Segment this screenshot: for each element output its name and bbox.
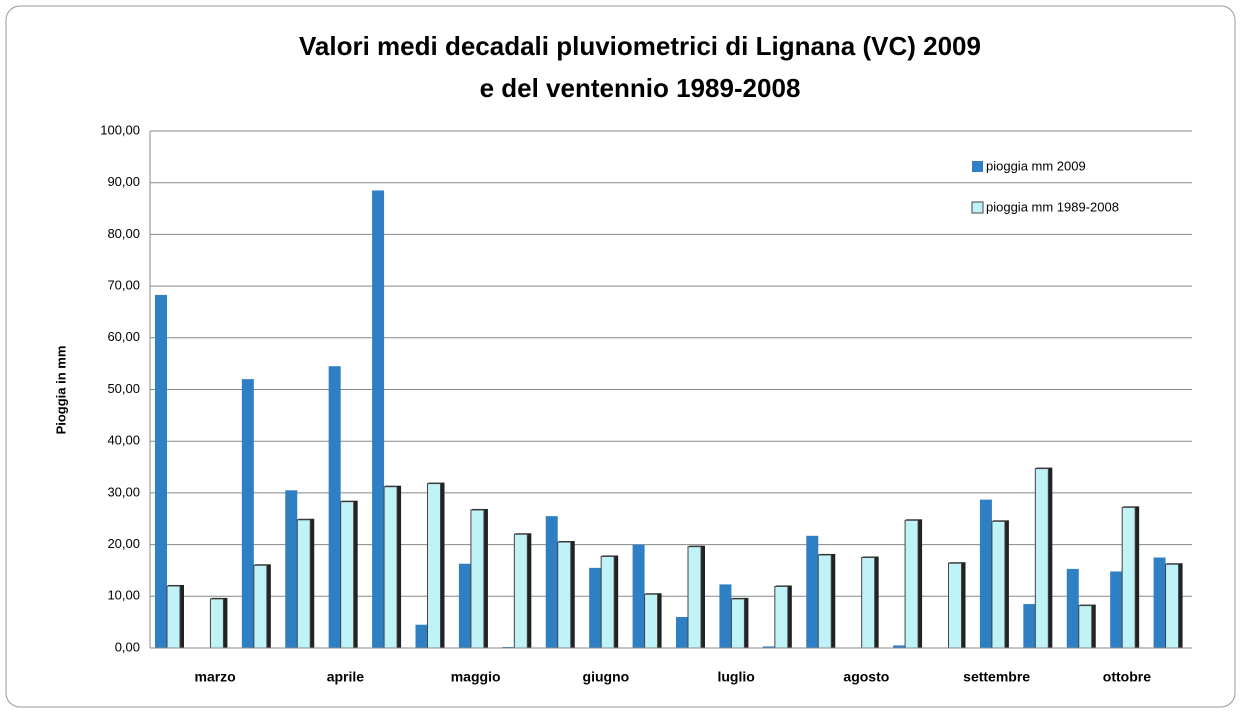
bar [730, 598, 745, 649]
y-tick-label: 80,00 [107, 226, 140, 241]
legend-label: pioggia mm 1989-2008 [986, 199, 1119, 214]
bar [644, 593, 659, 649]
bar [155, 294, 167, 648]
bar [166, 585, 181, 649]
chart-subtitle: e del ventennio 1989-2008 [480, 73, 801, 103]
bar [340, 501, 355, 649]
bar [806, 535, 819, 648]
bar [893, 645, 906, 648]
legend-swatch [972, 161, 983, 172]
y-axis-label: Pioggia in mm [53, 346, 68, 435]
bar [415, 624, 428, 648]
bar [328, 366, 341, 648]
bar [600, 555, 615, 649]
x-tick-label: settembre [963, 669, 1030, 685]
y-tick-label: 0,00 [115, 639, 140, 654]
y-tick-label: 20,00 [107, 536, 140, 551]
y-tick-label: 50,00 [107, 381, 140, 396]
y-tick-label: 30,00 [107, 484, 140, 499]
x-tick-label: ottobre [1103, 669, 1151, 685]
bar [979, 499, 992, 648]
bar [861, 557, 876, 649]
bar [676, 616, 688, 648]
x-tick-label: agosto [843, 669, 889, 685]
legend-label: pioggia mm 2009 [986, 158, 1086, 173]
bar [557, 541, 572, 649]
bar [1078, 605, 1093, 649]
bar [1121, 506, 1136, 649]
x-tick-label: maggio [451, 669, 501, 685]
bar [458, 563, 471, 648]
bar [991, 520, 1006, 649]
y-tick-label: 90,00 [107, 174, 140, 189]
bar [687, 546, 702, 649]
chart-title: Valori medi decadali pluviometrici di Li… [299, 31, 981, 61]
x-tick-label: marzo [195, 669, 236, 685]
y-tick-label: 10,00 [107, 588, 140, 603]
bar [762, 646, 775, 648]
x-tick-label: luglio [717, 669, 754, 685]
bar [470, 509, 485, 649]
bar [948, 562, 962, 649]
bar [774, 585, 789, 649]
bar [427, 483, 441, 649]
bar [545, 516, 558, 648]
bar [502, 646, 515, 648]
bar [817, 554, 832, 649]
bar [1023, 604, 1036, 648]
bar [1153, 557, 1166, 648]
bar [1110, 571, 1123, 648]
y-tick-label: 60,00 [107, 329, 140, 344]
bar [241, 379, 254, 648]
y-tick-label: 70,00 [107, 278, 140, 293]
x-tick-label: giugno [583, 669, 630, 685]
y-tick-label: 40,00 [107, 433, 140, 448]
bar [383, 486, 398, 649]
bar [1165, 563, 1180, 649]
bar [296, 519, 311, 649]
bar [1034, 468, 1049, 649]
bar [589, 567, 602, 648]
bar [209, 598, 224, 649]
legend-swatch [971, 201, 984, 214]
bar [372, 190, 385, 648]
x-tick-label: aprile [327, 669, 365, 685]
y-tick-label: 100,00 [100, 122, 140, 137]
bar [632, 544, 645, 648]
bar [904, 519, 919, 649]
bar [253, 564, 268, 649]
bar [719, 584, 732, 648]
bar [285, 490, 298, 648]
bar [1066, 568, 1079, 648]
bar [513, 533, 528, 649]
